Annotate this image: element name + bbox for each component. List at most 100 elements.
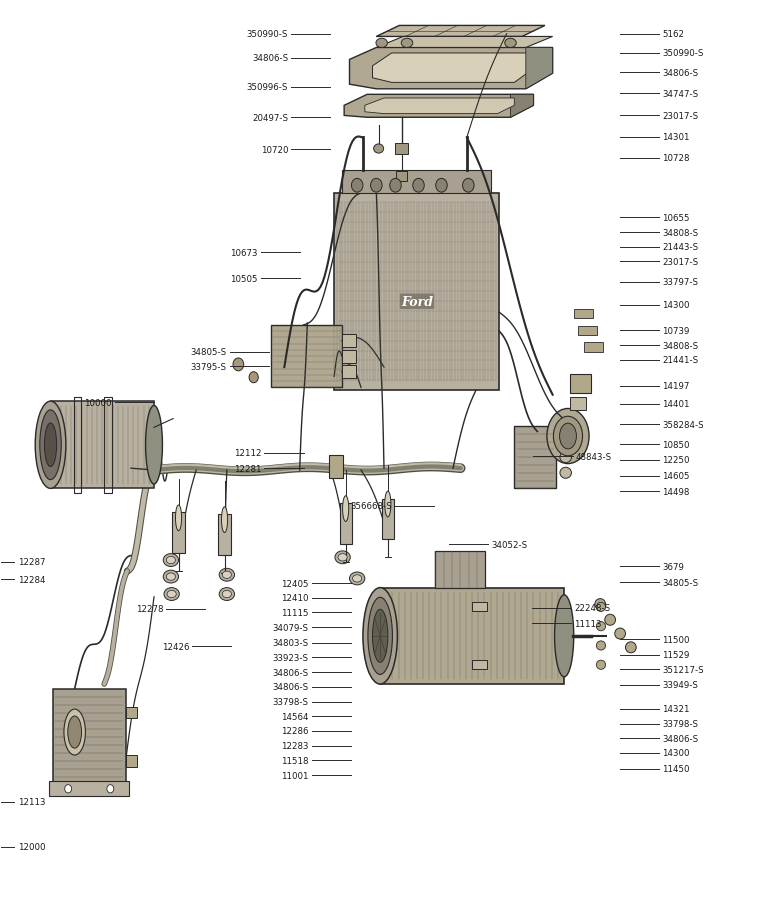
Ellipse shape bbox=[164, 571, 178, 584]
Text: 12000: 12000 bbox=[18, 842, 45, 851]
Ellipse shape bbox=[65, 785, 71, 793]
Text: 14300: 14300 bbox=[662, 301, 690, 310]
Ellipse shape bbox=[45, 424, 57, 467]
Text: 34808-S: 34808-S bbox=[662, 341, 698, 350]
Bar bbox=[584, 343, 603, 352]
Ellipse shape bbox=[219, 569, 234, 582]
Text: 10673: 10673 bbox=[230, 248, 257, 257]
Text: 34806-S: 34806-S bbox=[662, 69, 698, 78]
Bar bbox=[53, 689, 126, 785]
Ellipse shape bbox=[554, 417, 583, 457]
Text: 12405: 12405 bbox=[281, 579, 309, 588]
Text: 5162: 5162 bbox=[662, 30, 684, 40]
Text: 34747-S: 34747-S bbox=[662, 90, 698, 98]
Text: 12112: 12112 bbox=[233, 448, 261, 458]
Ellipse shape bbox=[596, 603, 605, 612]
Text: 34803-S: 34803-S bbox=[273, 639, 309, 648]
Text: 10720: 10720 bbox=[260, 146, 288, 154]
Ellipse shape bbox=[435, 179, 447, 193]
Ellipse shape bbox=[363, 588, 397, 685]
Polygon shape bbox=[526, 49, 553, 90]
Bar bbox=[435, 551, 485, 588]
Bar bbox=[218, 515, 230, 555]
Text: 14197: 14197 bbox=[662, 381, 690, 391]
Ellipse shape bbox=[596, 661, 605, 670]
Ellipse shape bbox=[372, 609, 388, 663]
Bar bbox=[396, 172, 407, 181]
Text: 34806-S: 34806-S bbox=[252, 54, 288, 63]
Text: 14321: 14321 bbox=[662, 705, 690, 713]
Text: 14300: 14300 bbox=[662, 749, 690, 757]
Ellipse shape bbox=[353, 575, 362, 583]
Polygon shape bbox=[344, 96, 534, 119]
Text: 10728: 10728 bbox=[662, 154, 690, 163]
Text: 22248-S: 22248-S bbox=[574, 604, 611, 613]
Bar bbox=[472, 603, 488, 612]
Bar bbox=[126, 708, 137, 719]
Text: 11001: 11001 bbox=[281, 771, 309, 779]
Bar bbox=[342, 366, 356, 379]
Polygon shape bbox=[349, 49, 553, 90]
Ellipse shape bbox=[249, 372, 258, 383]
Text: 33949-S: 33949-S bbox=[662, 681, 698, 690]
Polygon shape bbox=[511, 96, 534, 119]
Ellipse shape bbox=[107, 785, 114, 793]
Ellipse shape bbox=[554, 596, 574, 677]
Ellipse shape bbox=[389, 179, 401, 193]
Ellipse shape bbox=[371, 179, 382, 193]
Ellipse shape bbox=[338, 554, 347, 562]
Polygon shape bbox=[365, 99, 515, 115]
Text: 350990-S: 350990-S bbox=[247, 30, 288, 40]
Text: 10000: 10000 bbox=[84, 398, 112, 407]
Ellipse shape bbox=[35, 402, 66, 489]
Bar bbox=[472, 661, 488, 670]
Ellipse shape bbox=[374, 145, 384, 154]
Text: 10655: 10655 bbox=[662, 214, 690, 222]
Ellipse shape bbox=[596, 622, 605, 631]
Ellipse shape bbox=[40, 411, 61, 480]
Text: 34052-S: 34052-S bbox=[492, 540, 528, 550]
Bar bbox=[570, 397, 587, 411]
Ellipse shape bbox=[146, 406, 163, 484]
Text: 11529: 11529 bbox=[662, 651, 690, 660]
Text: 12281: 12281 bbox=[233, 464, 261, 473]
Ellipse shape bbox=[462, 179, 474, 193]
Text: 23017-S: 23017-S bbox=[662, 112, 698, 120]
Text: 33798-S: 33798-S bbox=[662, 720, 698, 728]
Bar bbox=[74, 397, 81, 494]
Bar bbox=[329, 456, 343, 479]
Text: 12287: 12287 bbox=[18, 558, 45, 567]
Ellipse shape bbox=[560, 452, 571, 463]
Bar bbox=[574, 310, 594, 319]
Ellipse shape bbox=[219, 588, 234, 601]
Text: 14564: 14564 bbox=[281, 712, 309, 720]
Text: 33798-S: 33798-S bbox=[273, 698, 309, 706]
Bar bbox=[396, 144, 408, 155]
Text: 34806-S: 34806-S bbox=[662, 734, 698, 743]
Text: 12250: 12250 bbox=[662, 456, 690, 465]
Ellipse shape bbox=[604, 615, 615, 626]
Text: 34806-S: 34806-S bbox=[273, 683, 309, 692]
Ellipse shape bbox=[547, 409, 589, 464]
Text: 33797-S: 33797-S bbox=[662, 278, 698, 287]
Ellipse shape bbox=[335, 551, 350, 564]
Ellipse shape bbox=[401, 40, 412, 49]
Ellipse shape bbox=[167, 573, 175, 581]
Text: 34805-S: 34805-S bbox=[190, 347, 227, 357]
Ellipse shape bbox=[595, 599, 605, 610]
Text: 11115: 11115 bbox=[281, 608, 309, 618]
Ellipse shape bbox=[233, 358, 243, 371]
Ellipse shape bbox=[352, 179, 363, 193]
Ellipse shape bbox=[222, 572, 231, 579]
Ellipse shape bbox=[221, 507, 227, 533]
Text: 12284: 12284 bbox=[18, 575, 45, 584]
Text: 34806-S: 34806-S bbox=[273, 668, 309, 677]
Bar bbox=[570, 375, 591, 393]
Text: 10739: 10739 bbox=[662, 326, 690, 335]
Text: 11500: 11500 bbox=[662, 635, 690, 644]
Text: 12286: 12286 bbox=[281, 727, 309, 735]
Text: 14605: 14605 bbox=[662, 471, 690, 481]
Bar bbox=[51, 402, 154, 489]
Ellipse shape bbox=[349, 573, 365, 585]
Text: 11450: 11450 bbox=[662, 765, 690, 773]
